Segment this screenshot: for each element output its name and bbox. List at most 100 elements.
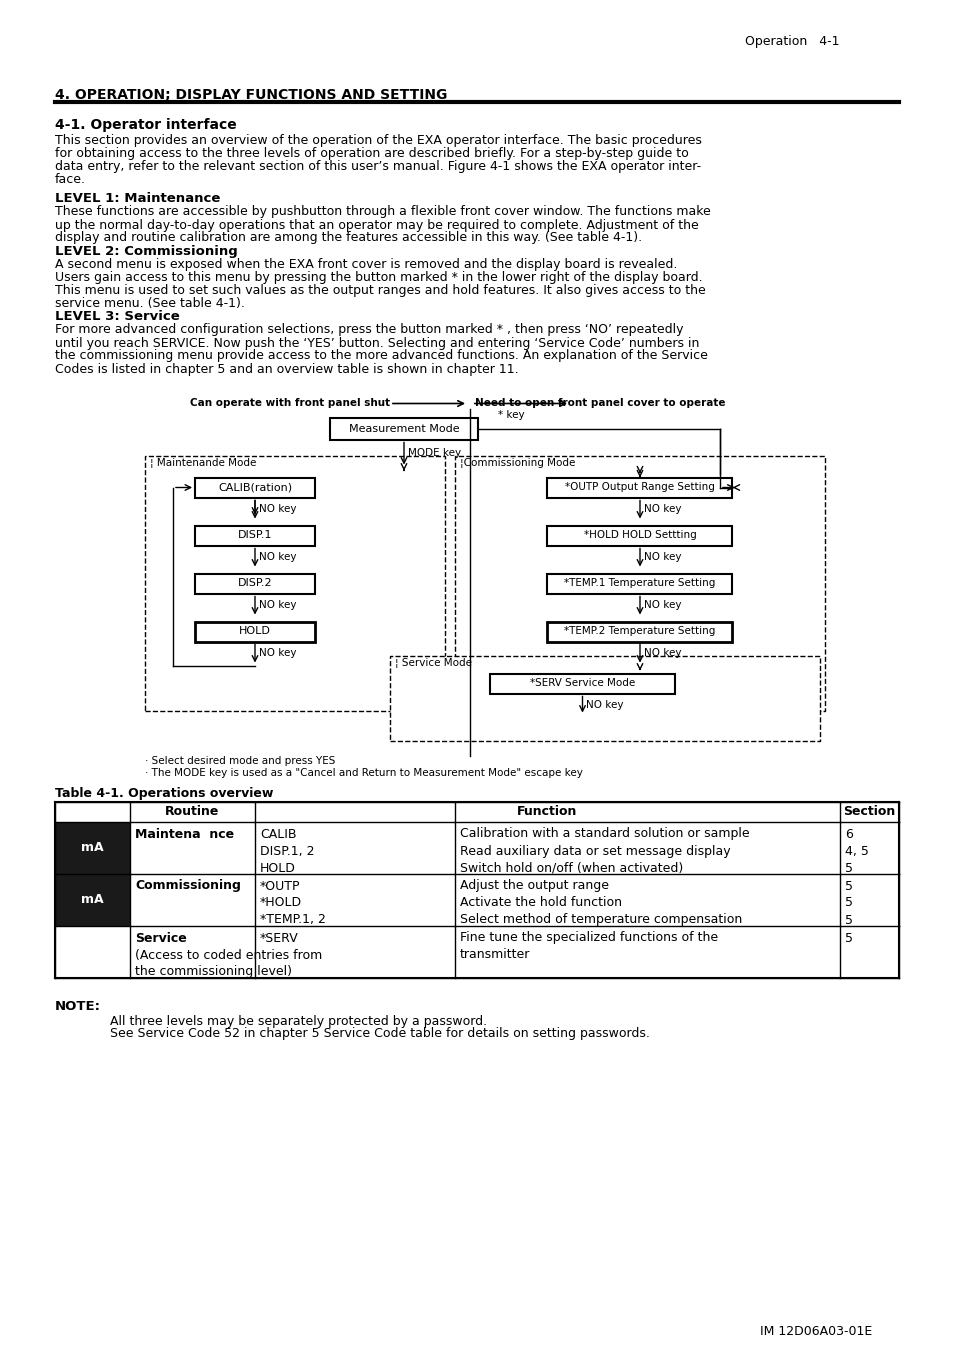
Text: 4, 5: 4, 5 (844, 845, 868, 857)
Text: until you reach SERVICE. Now push the ‘YES’ button. Selecting and entering ‘Serv: until you reach SERVICE. Now push the ‘Y… (55, 336, 699, 350)
Text: Users gain access to this menu by pressing the button marked * in the lower righ: Users gain access to this menu by pressi… (55, 271, 702, 284)
Text: Calibration with a standard solution or sample: Calibration with a standard solution or … (459, 828, 749, 841)
Text: For more advanced configuration selections, press the button marked * , then pre: For more advanced configuration selectio… (55, 324, 682, 336)
Text: Activate the hold function: Activate the hold function (459, 896, 621, 910)
Text: This section provides an overview of the operation of the EXA operator interface: This section provides an overview of the… (55, 134, 701, 147)
Text: up the normal day-to-day operations that an operator may be required to complete: up the normal day-to-day operations that… (55, 219, 698, 231)
Text: DISP.1: DISP.1 (237, 531, 272, 540)
Bar (194, 525, 314, 545)
Text: DISP.1, 2: DISP.1, 2 (260, 845, 314, 857)
Text: Switch hold on/off (when activated): Switch hold on/off (when activated) (459, 861, 682, 875)
Text: NO key: NO key (258, 552, 296, 563)
Text: transmitter: transmitter (459, 949, 530, 961)
Text: Commissioning: Commissioning (135, 879, 240, 892)
Text: NO key: NO key (586, 701, 623, 710)
Text: mA: mA (81, 841, 104, 855)
Bar (330, 417, 477, 440)
Text: 5: 5 (844, 914, 852, 926)
Bar (490, 674, 675, 694)
Text: CALIB(ration): CALIB(ration) (217, 482, 292, 493)
Text: 5: 5 (844, 861, 852, 875)
Text: the commissioning level): the commissioning level) (135, 965, 292, 979)
Text: Section: Section (842, 805, 895, 818)
Text: 4-1. Operator interface: 4-1. Operator interface (55, 117, 236, 132)
Text: 5: 5 (844, 896, 852, 910)
Text: Routine: Routine (165, 805, 219, 818)
Text: (Access to coded entries from: (Access to coded entries from (135, 949, 322, 961)
Text: 6: 6 (844, 828, 852, 841)
Text: Operation   4-1: Operation 4-1 (744, 35, 839, 49)
Text: *OUTP Output Range Setting: *OUTP Output Range Setting (564, 482, 714, 493)
Text: All three levels may be separately protected by a password.: All three levels may be separately prote… (110, 1014, 487, 1027)
Text: *TEMP.2 Temperature Setting: *TEMP.2 Temperature Setting (564, 626, 715, 636)
Text: Table 4-1. Operations overview: Table 4-1. Operations overview (55, 787, 274, 801)
Text: the commissioning menu provide access to the more advanced functions. An explana: the commissioning menu provide access to… (55, 350, 707, 363)
Bar (547, 621, 732, 641)
Text: 5: 5 (844, 879, 852, 892)
Text: ¦ Service Mode: ¦ Service Mode (395, 659, 472, 668)
Text: DISP.2: DISP.2 (237, 579, 272, 589)
Bar (547, 478, 732, 498)
Text: face.: face. (55, 173, 86, 186)
Text: Need to open front panel cover to operate: Need to open front panel cover to operat… (475, 398, 724, 409)
Bar (390, 656, 820, 741)
Text: LEVEL 2: Commissioning: LEVEL 2: Commissioning (55, 244, 237, 258)
Text: NO key: NO key (258, 601, 296, 610)
Text: IM 12D06A03-01E: IM 12D06A03-01E (760, 1324, 871, 1338)
Bar (55, 822, 130, 873)
Text: NO key: NO key (643, 505, 680, 514)
Text: Service: Service (135, 931, 187, 945)
Text: ¦Commissioning Mode: ¦Commissioning Mode (459, 459, 575, 468)
Text: display and routine calibration are among the features accessible in this way. (: display and routine calibration are amon… (55, 231, 641, 244)
Bar (455, 455, 824, 710)
Bar (194, 574, 314, 594)
Text: Fine tune the specialized functions of the: Fine tune the specialized functions of t… (459, 931, 718, 945)
Text: *TEMP.1 Temperature Setting: *TEMP.1 Temperature Setting (564, 579, 715, 589)
Bar (55, 873, 130, 926)
Text: Read auxiliary data or set message display: Read auxiliary data or set message displ… (459, 845, 730, 857)
Text: MODE key: MODE key (408, 448, 460, 459)
Text: data entry, refer to the relevant section of this user’s manual. Figure 4-1 show: data entry, refer to the relevant sectio… (55, 161, 700, 173)
Text: service menu. (See table 4-1).: service menu. (See table 4-1). (55, 297, 245, 310)
Text: * key: * key (497, 409, 524, 420)
Bar (145, 455, 444, 710)
Text: This menu is used to set such values as the output ranges and hold features. It : This menu is used to set such values as … (55, 284, 705, 297)
Text: for obtaining access to the three levels of operation are described briefly. For: for obtaining access to the three levels… (55, 147, 688, 161)
Text: 5: 5 (844, 931, 852, 945)
Text: *SERV: *SERV (260, 931, 298, 945)
Text: mA: mA (81, 892, 104, 906)
Text: NO key: NO key (258, 648, 296, 659)
Text: · Select desired mode and press YES: · Select desired mode and press YES (145, 756, 335, 765)
Text: Can operate with front panel shut: Can operate with front panel shut (190, 398, 390, 409)
Bar (194, 478, 314, 498)
Bar (547, 525, 732, 545)
Text: Codes is listed in chapter 5 and an overview table is shown in chapter 11.: Codes is listed in chapter 5 and an over… (55, 363, 518, 375)
Text: *TEMP.1, 2: *TEMP.1, 2 (260, 914, 326, 926)
Text: LEVEL 1: Maintenance: LEVEL 1: Maintenance (55, 192, 220, 205)
Text: NOTE:: NOTE: (55, 999, 101, 1012)
Bar (194, 621, 314, 641)
Text: Select method of temperature compensation: Select method of temperature compensatio… (459, 914, 741, 926)
Text: LEVEL 3: Service: LEVEL 3: Service (55, 310, 179, 323)
Text: *HOLD HOLD Settting: *HOLD HOLD Settting (583, 531, 696, 540)
Bar (547, 574, 732, 594)
Text: · The MODE key is used as a "Cancel and Return to Measurement Mode" escape key: · The MODE key is used as a "Cancel and … (145, 768, 582, 779)
Text: ¦ Maintenande Mode: ¦ Maintenande Mode (150, 459, 256, 468)
Text: HOLD: HOLD (239, 626, 271, 636)
Text: CALIB: CALIB (260, 828, 296, 841)
Text: NO key: NO key (643, 648, 680, 659)
Text: NO key: NO key (643, 601, 680, 610)
Text: NO key: NO key (258, 505, 296, 514)
Text: *OUTP: *OUTP (260, 879, 300, 892)
Text: Adjust the output range: Adjust the output range (459, 879, 608, 892)
Text: 4. OPERATION; DISPLAY FUNCTIONS AND SETTING: 4. OPERATION; DISPLAY FUNCTIONS AND SETT… (55, 88, 447, 103)
Text: *SERV Service Mode: *SERV Service Mode (529, 679, 635, 688)
Text: A second menu is exposed when the EXA front cover is removed and the display boa: A second menu is exposed when the EXA fr… (55, 258, 677, 271)
Text: These functions are accessible by pushbutton through a flexible front cover wind: These functions are accessible by pushbu… (55, 205, 710, 219)
Text: NO key: NO key (643, 552, 680, 563)
Text: Maintena  nce: Maintena nce (135, 828, 233, 841)
Text: *HOLD: *HOLD (260, 896, 302, 910)
Text: HOLD: HOLD (260, 861, 295, 875)
Text: Function: Function (517, 805, 578, 818)
Text: See Service Code 52 in chapter 5 Service Code table for details on setting passw: See Service Code 52 in chapter 5 Service… (110, 1027, 649, 1041)
